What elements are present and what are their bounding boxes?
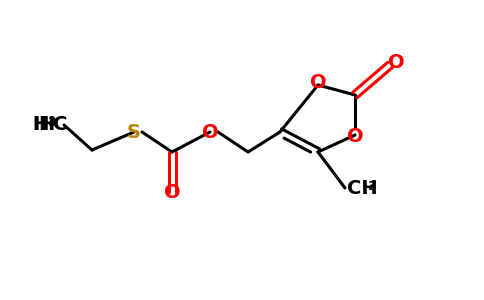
- Text: O: O: [388, 52, 404, 71]
- Text: 3: 3: [367, 179, 376, 193]
- Text: H: H: [38, 116, 54, 134]
- Text: C: C: [53, 116, 67, 134]
- Text: O: O: [347, 128, 363, 146]
- Text: O: O: [310, 73, 326, 92]
- Text: CH: CH: [347, 179, 378, 199]
- Text: S: S: [127, 122, 141, 142]
- Text: 3: 3: [47, 116, 56, 128]
- Text: O: O: [164, 182, 181, 202]
- Text: H: H: [32, 116, 48, 134]
- Text: H: H: [32, 116, 48, 134]
- Text: O: O: [202, 122, 218, 142]
